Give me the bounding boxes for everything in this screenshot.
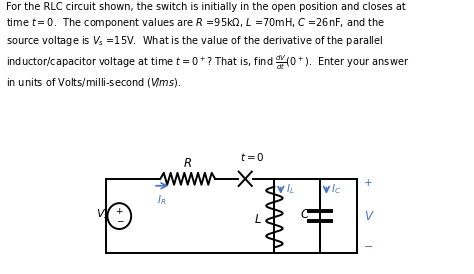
Text: $I_C$: $I_C$: [331, 182, 341, 196]
Text: $C$: $C$: [301, 208, 310, 221]
Text: $t = 0$: $t = 0$: [240, 151, 265, 163]
Text: −: −: [116, 216, 123, 226]
Text: $I_R$: $I_R$: [157, 193, 167, 207]
Text: $I_L$: $I_L$: [286, 182, 295, 196]
Text: +: +: [116, 207, 123, 216]
Text: −: −: [364, 242, 373, 252]
Text: $L$: $L$: [254, 213, 262, 226]
Text: For the RLC circuit shown, the switch is initially in the open position and clos: For the RLC circuit shown, the switch is…: [6, 2, 409, 89]
Text: $V$: $V$: [364, 210, 374, 222]
Text: +: +: [364, 178, 373, 188]
Text: $V_s$: $V_s$: [96, 207, 109, 221]
Text: $R$: $R$: [183, 157, 192, 170]
